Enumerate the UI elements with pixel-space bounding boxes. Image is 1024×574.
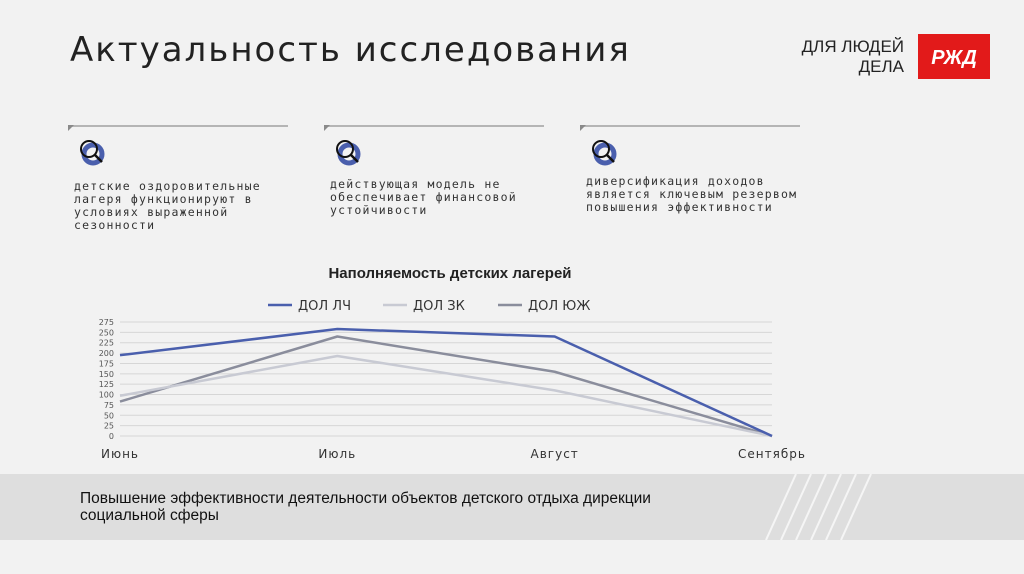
legend-label: ДОЛ ЛЧ bbox=[298, 299, 351, 314]
chart-title: Наполняемость детских лагерей bbox=[328, 265, 571, 282]
rzd-logo: РЖД bbox=[918, 34, 990, 79]
y-tick-label: 250 bbox=[99, 328, 114, 337]
legend-label: ДОЛ ЗК bbox=[413, 299, 465, 314]
series-line bbox=[119, 354, 773, 438]
rzd-logo-mark: РЖД bbox=[931, 47, 977, 69]
card-divider bbox=[324, 125, 544, 131]
y-tick-label: 125 bbox=[99, 380, 114, 389]
x-tick-label: Июль bbox=[318, 447, 356, 461]
info-card-1: детские оздоровительные лагеря функциони… bbox=[68, 125, 288, 232]
x-tick-label: Август bbox=[531, 447, 579, 461]
slogan-line-2: ДЕЛА bbox=[858, 56, 904, 76]
y-tick-label: 200 bbox=[99, 349, 114, 358]
y-tick-label: 0 bbox=[109, 432, 114, 441]
rzd-logo-text: РЖД bbox=[931, 47, 977, 69]
y-tick-label: 150 bbox=[99, 370, 114, 379]
page-title: Актуальность исследования bbox=[70, 30, 631, 70]
card-text: действующая модель не обеспечивает финан… bbox=[330, 177, 517, 217]
y-tick-label: 25 bbox=[104, 422, 114, 431]
search-icon bbox=[80, 140, 105, 166]
brand-block: ДЛЯ ЛЮДЕЙ ДЕЛА РЖД bbox=[802, 34, 990, 79]
line-chart: Наполняемость детских лагерей ДОЛ ЛЧ ДОЛ З… bbox=[99, 265, 806, 461]
footer-band: Повышение эффективности деятельности объ… bbox=[0, 474, 1024, 540]
y-tick-label: 225 bbox=[99, 339, 114, 348]
y-tick-label: 175 bbox=[99, 359, 114, 368]
x-tick-label: Сентябрь bbox=[738, 447, 806, 461]
search-icon bbox=[592, 140, 617, 166]
slogan-line-1: ДЛЯ ЛЮДЕЙ bbox=[801, 36, 904, 56]
info-card-2: действующая модель не обеспечивает финан… bbox=[324, 125, 544, 217]
y-tick-label: 100 bbox=[99, 391, 114, 400]
card-divider bbox=[580, 125, 800, 131]
y-tick-label: 75 bbox=[104, 401, 114, 410]
card-text: диверсификация доходов является ключевым… bbox=[586, 174, 798, 214]
decorative-hatch bbox=[765, 474, 872, 540]
footer-text: Повышение эффективности деятельности объ… bbox=[80, 490, 651, 524]
series-line bbox=[119, 327, 773, 438]
series-line bbox=[119, 335, 773, 438]
card-divider bbox=[68, 125, 288, 131]
search-icon bbox=[336, 140, 361, 166]
info-card-3: диверсификация доходов является ключевым… bbox=[580, 125, 800, 214]
legend-label: ДОЛ ЮЖ bbox=[528, 299, 590, 314]
chart-container: Наполняемость детских лагерей ДОЛ ЛЧ ДОЛ З… bbox=[0, 255, 1024, 470]
brand-slogan: ДЛЯ ЛЮДЕЙ ДЕЛА bbox=[802, 37, 904, 77]
card-text: детские оздоровительные лагеря функциони… bbox=[74, 179, 261, 232]
y-tick-label: 50 bbox=[104, 411, 114, 420]
x-tick-label: Июнь bbox=[101, 447, 139, 461]
y-tick-label: 275 bbox=[99, 318, 114, 327]
